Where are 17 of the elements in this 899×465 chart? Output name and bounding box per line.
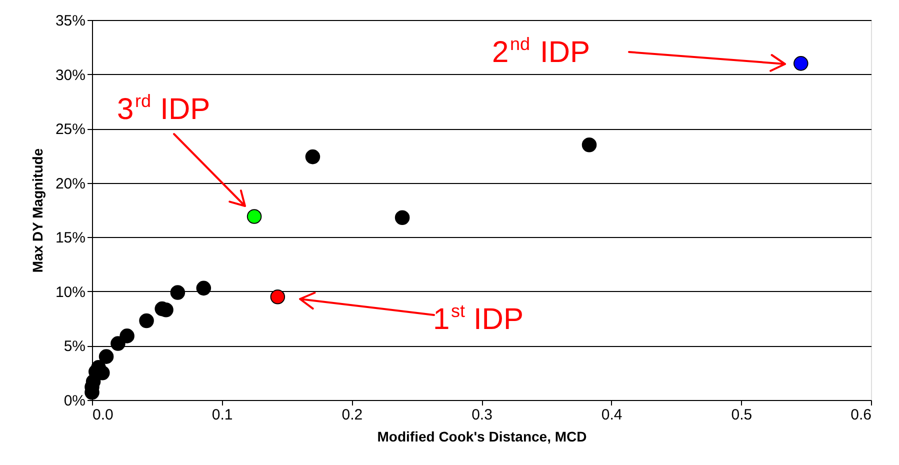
x-tick-label: 0.2 [342,406,363,424]
y-tick-label: 5% [64,338,86,356]
x-tick-label: 0.3 [472,406,492,424]
x-tick-label: 0.4 [601,406,622,424]
y-tick-label: 10% [55,284,86,301]
y-tick-label: 15% [55,230,86,247]
x-axis-title: Modified Cook's Distance, MCD [377,428,587,444]
x-tick-label: 0.6 [850,406,872,424]
y-tick-label: 20% [55,175,86,192]
x-tick-label: 0.0 [92,406,114,424]
x-tick-label: 0.5 [731,406,752,424]
y-axis-title: Max DY Magnitude [29,148,46,273]
y-tick-label: 0% [64,392,86,410]
x-tick-label: 0.1 [212,406,233,424]
y-tick-label: 30% [55,66,86,84]
y-tick-label: 35% [55,12,86,30]
y-tick-label: 25% [55,121,86,138]
